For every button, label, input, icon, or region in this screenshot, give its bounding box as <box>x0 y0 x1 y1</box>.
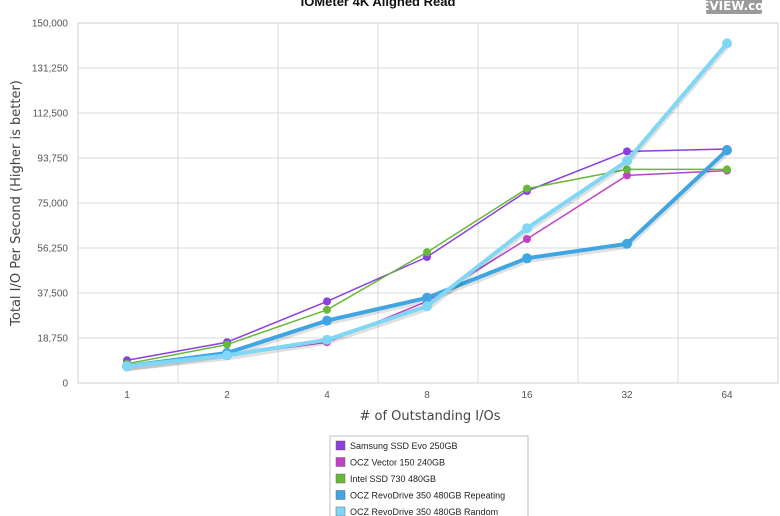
series-line <box>125 41 729 369</box>
y-tick-label: 0 <box>62 379 68 390</box>
y-axis-ticks: 0 18,750 37,500 56,250 75,000 93,750 112,500 13… <box>32 19 69 390</box>
data-point <box>422 301 432 312</box>
data-point <box>423 248 431 257</box>
data-point <box>622 156 632 166</box>
data-point <box>522 223 532 234</box>
data-point <box>122 361 132 372</box>
series-1 <box>123 166 731 372</box>
y-tick-label: 150,000 <box>32 19 69 30</box>
data-point <box>722 145 732 156</box>
plot-area <box>77 22 779 384</box>
data-point <box>523 184 531 193</box>
legend-swatch <box>335 473 346 484</box>
x-tick-label: 32 <box>621 390 633 401</box>
x-tick-label: 64 <box>721 390 733 401</box>
data-point <box>222 350 232 361</box>
legend-swatch <box>335 457 346 467</box>
series-line-shadow <box>124 42 730 372</box>
data-point <box>723 165 731 174</box>
watermark-logo: REVIEW.com <box>692 0 776 14</box>
data-point <box>623 171 631 180</box>
x-axis-title: # of Outstanding I/Os <box>359 409 500 424</box>
data-point <box>623 147 631 156</box>
legend-label: OCZ Vector 150 240GB <box>350 458 445 468</box>
x-axis-ticks: 1 2 4 8 16 32 64 <box>124 390 733 401</box>
y-tick-label: 37,500 <box>37 289 68 300</box>
y-tick-label: 131,250 <box>32 64 69 75</box>
series-line <box>126 168 728 365</box>
legend-label: OCZ RevoDrive 350 480GB Repeating <box>350 491 505 501</box>
x-tick-label: 4 <box>324 390 330 401</box>
legend: Samsung SSD Evo 250GB OCZ Vector 150 240G… <box>329 435 529 516</box>
data-point <box>323 297 331 306</box>
y-tick-label: 56,250 <box>37 244 68 255</box>
series-2 <box>123 165 731 368</box>
chart-title: IOMeter 4K Aligned Read <box>301 0 456 9</box>
legend-swatch <box>335 440 346 451</box>
data-point <box>722 38 732 49</box>
watermark-text: REVIEW.com <box>692 0 776 13</box>
series-4 <box>122 38 732 372</box>
data-point <box>322 315 332 326</box>
legend-swatch <box>335 490 346 500</box>
data-point <box>223 340 231 349</box>
y-tick-label: 112,500 <box>33 109 69 120</box>
y-tick-label: 18,750 <box>37 334 68 345</box>
x-tick-label: 8 <box>424 390 430 401</box>
y-tick-label: 93,750 <box>37 154 68 165</box>
data-point <box>323 305 331 314</box>
data-point <box>322 334 332 345</box>
x-tick-label: 1 <box>124 390 130 401</box>
data-point <box>522 253 532 264</box>
series-lines <box>122 38 732 372</box>
legend-label: Intel SSD 730 480GB <box>350 474 436 484</box>
x-tick-label: 2 <box>224 390 230 401</box>
y-tick-label: 75,000 <box>37 199 68 210</box>
x-tick-label: 16 <box>521 390 533 401</box>
data-point <box>523 235 531 243</box>
legend-box <box>329 435 529 516</box>
data-point <box>422 292 432 303</box>
legend-label: Samsung SSD Evo 250GB <box>350 441 458 451</box>
data-point <box>623 165 631 174</box>
legend-swatch <box>335 506 346 516</box>
data-point <box>622 238 632 249</box>
y-axis-title: Total I/O Per Second (Higher is better) <box>9 80 24 327</box>
legend-label: OCZ RevoDrive 350 480GB Random <box>350 507 498 516</box>
